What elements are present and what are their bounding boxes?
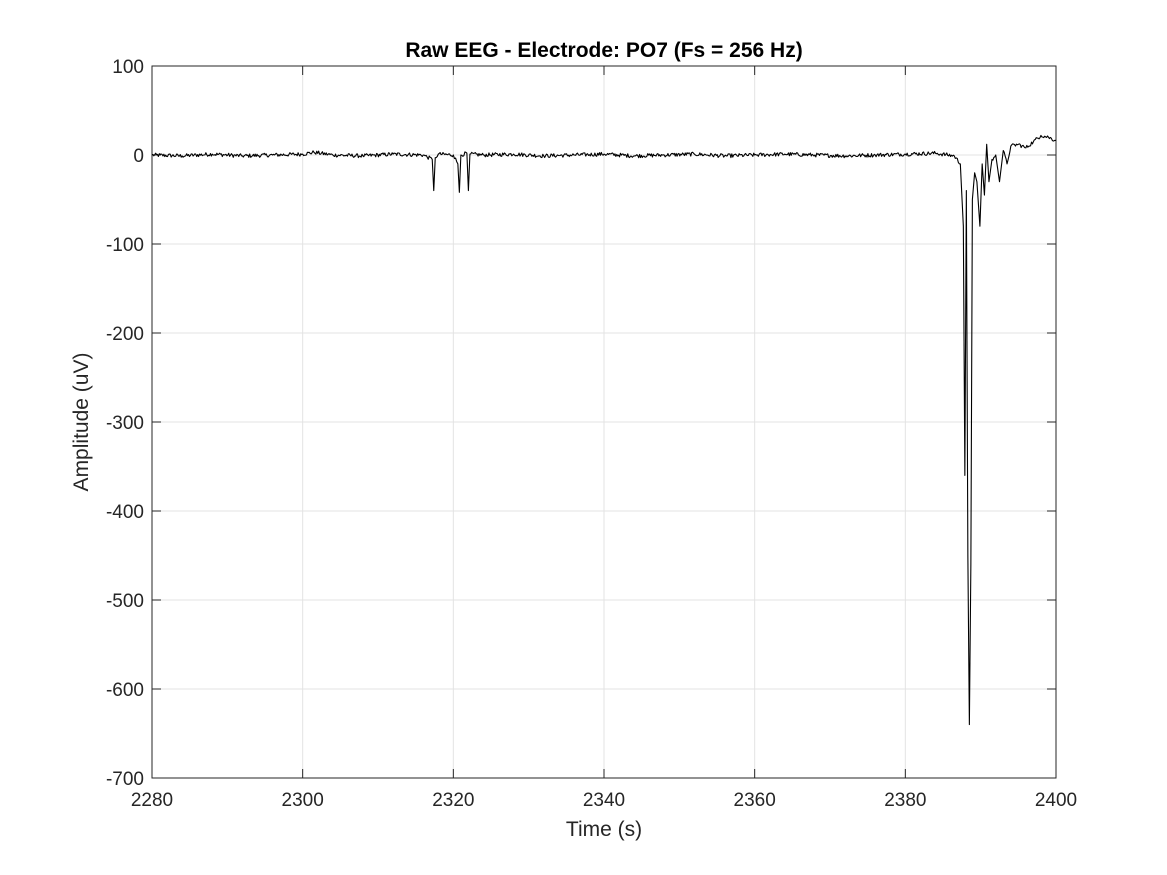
x-tick-label: 2360 [734, 790, 776, 811]
y-tick-label: -600 [106, 680, 144, 701]
x-tick-label: 2340 [583, 790, 625, 811]
ticks [151, 65, 1057, 779]
y-tick-label: -100 [106, 235, 144, 256]
y-tick-label: -400 [106, 502, 144, 523]
chart-title: Raw EEG - Electrode: PO7 (Fs = 256 Hz) [405, 39, 802, 62]
x-tick-label: 2280 [131, 790, 173, 811]
grid [151, 65, 1057, 779]
y-tick-label: 0 [133, 146, 144, 167]
x-tick-label: 2300 [282, 790, 324, 811]
y-tick-label: 100 [112, 57, 144, 78]
x-tick-label: 2380 [884, 790, 926, 811]
y-tick-label: -500 [106, 591, 144, 612]
y-tick-label: -700 [106, 769, 144, 790]
x-axis-label: Time (s) [566, 818, 642, 841]
y-axis-label: Amplitude (uV) [70, 353, 93, 492]
eeg-signal-line [151, 134, 1057, 726]
y-tick-label: -300 [106, 413, 144, 434]
tick-labels: 2280 2300 2320 2340 2360 2380 2400 100 0 -100 -200… [106, 57, 1077, 811]
x-tick-label: 2320 [432, 790, 474, 811]
x-tick-label: 2400 [1035, 790, 1077, 811]
y-tick-label: -200 [106, 324, 144, 345]
